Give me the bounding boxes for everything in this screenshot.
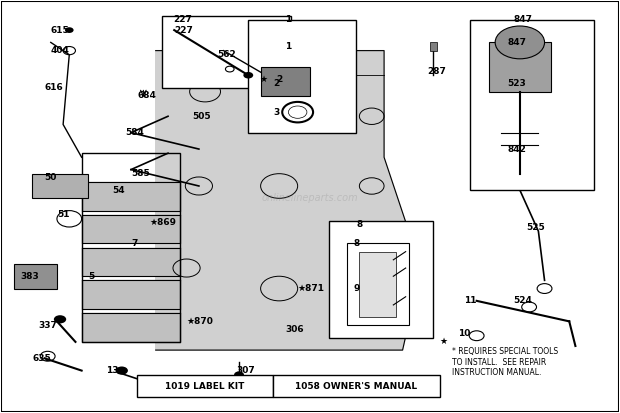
Text: 8: 8 xyxy=(356,221,363,230)
Text: 13: 13 xyxy=(106,366,119,375)
Text: 54: 54 xyxy=(112,185,125,195)
Bar xyxy=(347,243,409,325)
Text: ★: ★ xyxy=(260,75,268,84)
Text: * REQUIRES SPECIAL TOOLS
TO INSTALL.  SEE REPAIR
INSTRUCTION MANUAL.: * REQUIRES SPECIAL TOOLS TO INSTALL. SEE… xyxy=(452,347,558,377)
Bar xyxy=(14,264,57,289)
Bar xyxy=(260,67,310,96)
Text: 1058 OWNER'S MANUAL: 1058 OWNER'S MANUAL xyxy=(295,382,417,391)
Bar xyxy=(82,215,180,243)
Text: 1019 LABEL KIT: 1019 LABEL KIT xyxy=(166,382,245,391)
Text: 51: 51 xyxy=(57,210,69,219)
Text: 505: 505 xyxy=(193,112,211,121)
Text: 842: 842 xyxy=(508,145,526,154)
Bar xyxy=(82,182,180,211)
Bar xyxy=(471,20,594,190)
Text: 585: 585 xyxy=(131,169,150,178)
Circle shape xyxy=(234,371,244,378)
Circle shape xyxy=(495,26,544,59)
Text: 616: 616 xyxy=(45,83,63,92)
Text: 9: 9 xyxy=(353,284,360,293)
Circle shape xyxy=(65,27,74,33)
Polygon shape xyxy=(156,51,421,350)
Text: 404: 404 xyxy=(51,46,69,55)
Text: 337: 337 xyxy=(38,321,57,330)
Text: 50: 50 xyxy=(45,173,57,182)
Text: 615: 615 xyxy=(51,26,69,35)
Text: 10: 10 xyxy=(458,329,471,338)
Text: 525: 525 xyxy=(526,223,545,232)
Text: ★869: ★869 xyxy=(149,218,177,228)
Text: 684: 684 xyxy=(137,91,156,100)
Text: 584: 584 xyxy=(125,128,144,137)
Text: 227: 227 xyxy=(174,26,193,35)
Circle shape xyxy=(115,366,128,375)
Text: 227: 227 xyxy=(173,15,192,24)
Bar xyxy=(360,252,396,317)
Bar xyxy=(82,247,180,276)
Bar xyxy=(430,43,436,51)
Bar xyxy=(489,43,551,92)
Bar xyxy=(32,174,88,198)
Bar xyxy=(82,313,180,342)
Text: ★870: ★870 xyxy=(187,317,213,326)
Bar xyxy=(82,153,180,342)
Text: 307: 307 xyxy=(236,366,255,375)
Text: 523: 523 xyxy=(508,79,526,88)
Text: 11: 11 xyxy=(464,297,477,305)
Circle shape xyxy=(243,72,253,78)
Text: 5: 5 xyxy=(88,272,94,281)
Text: 8: 8 xyxy=(353,239,360,248)
Bar xyxy=(82,280,180,309)
Bar xyxy=(273,375,440,397)
Text: 2: 2 xyxy=(273,79,279,88)
Circle shape xyxy=(54,315,66,323)
Text: onlinelineparts.com: onlinelineparts.com xyxy=(262,193,358,203)
Bar xyxy=(137,375,273,397)
Bar xyxy=(329,221,433,338)
Text: 847: 847 xyxy=(514,15,533,24)
Text: 306: 306 xyxy=(285,325,304,334)
Bar xyxy=(248,20,356,133)
Text: 847: 847 xyxy=(508,38,526,47)
Text: ★871: ★871 xyxy=(298,284,325,293)
Bar xyxy=(162,16,291,88)
Text: 1: 1 xyxy=(285,15,291,24)
Text: ★: ★ xyxy=(440,337,448,347)
Text: 562: 562 xyxy=(218,50,236,59)
Text: 3: 3 xyxy=(273,108,279,116)
Text: 287: 287 xyxy=(427,66,446,76)
Text: 635: 635 xyxy=(32,354,51,363)
Text: 524: 524 xyxy=(514,297,533,305)
Text: 383: 383 xyxy=(20,272,38,281)
Text: 1: 1 xyxy=(285,42,291,51)
Text: 2: 2 xyxy=(276,75,282,84)
Text: 7: 7 xyxy=(131,239,138,248)
